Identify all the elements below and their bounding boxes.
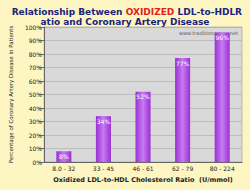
svg-text:90%: 90% <box>29 37 43 44</box>
svg-text:Percentage of Coronary Artery: Percentage of Coronary Artery Disease in… <box>8 26 15 164</box>
svg-text:20%: 20% <box>29 132 43 139</box>
svg-text:50%: 50% <box>29 91 43 98</box>
svg-text:OXIDIZED: OXIDIZED <box>126 7 175 17</box>
svg-text:www.traditioncense.net: www.traditioncense.net <box>178 29 238 36</box>
svg-text:80%: 80% <box>29 51 43 58</box>
svg-text:Coronary: Coronary <box>85 17 131 27</box>
svg-text:8.0 - 32: 8.0 - 32 <box>52 165 75 172</box>
svg-text:46 - 61: 46 - 61 <box>132 165 153 172</box>
svg-text:40%: 40% <box>29 105 43 112</box>
svg-text:52%: 52% <box>136 93 150 100</box>
svg-text:8%: 8% <box>59 153 69 160</box>
svg-text:70%: 70% <box>29 64 43 71</box>
svg-text:0%: 0% <box>33 159 43 166</box>
svg-text:LDL-to-HDL: LDL-to-HDL <box>178 7 236 17</box>
svg-text:Disease: Disease <box>170 17 210 27</box>
svg-text:R: R <box>235 7 242 17</box>
svg-text:atio: atio <box>41 17 61 27</box>
svg-text:Artery: Artery <box>135 17 167 27</box>
svg-text:34%: 34% <box>97 118 111 125</box>
svg-text:10%: 10% <box>29 145 43 152</box>
svg-text:Between: Between <box>78 7 122 17</box>
svg-text:62 - 79: 62 - 79 <box>172 165 193 172</box>
svg-text:Oxidized LDL-to-HDL Cholestero: Oxidized LDL-to-HDL Cholesterol Ratio (U… <box>53 176 232 184</box>
svg-text:60%: 60% <box>29 78 43 85</box>
svg-text:Relationship: Relationship <box>12 7 76 17</box>
svg-text:and: and <box>63 17 82 27</box>
svg-text:77%: 77% <box>176 60 190 67</box>
svg-text:100%: 100% <box>24 23 43 31</box>
svg-text:96%: 96% <box>216 34 230 41</box>
svg-text:33 - 45: 33 - 45 <box>93 165 114 172</box>
svg-text:80 - 224: 80 - 224 <box>210 165 235 172</box>
svg-text:30%: 30% <box>29 118 43 125</box>
